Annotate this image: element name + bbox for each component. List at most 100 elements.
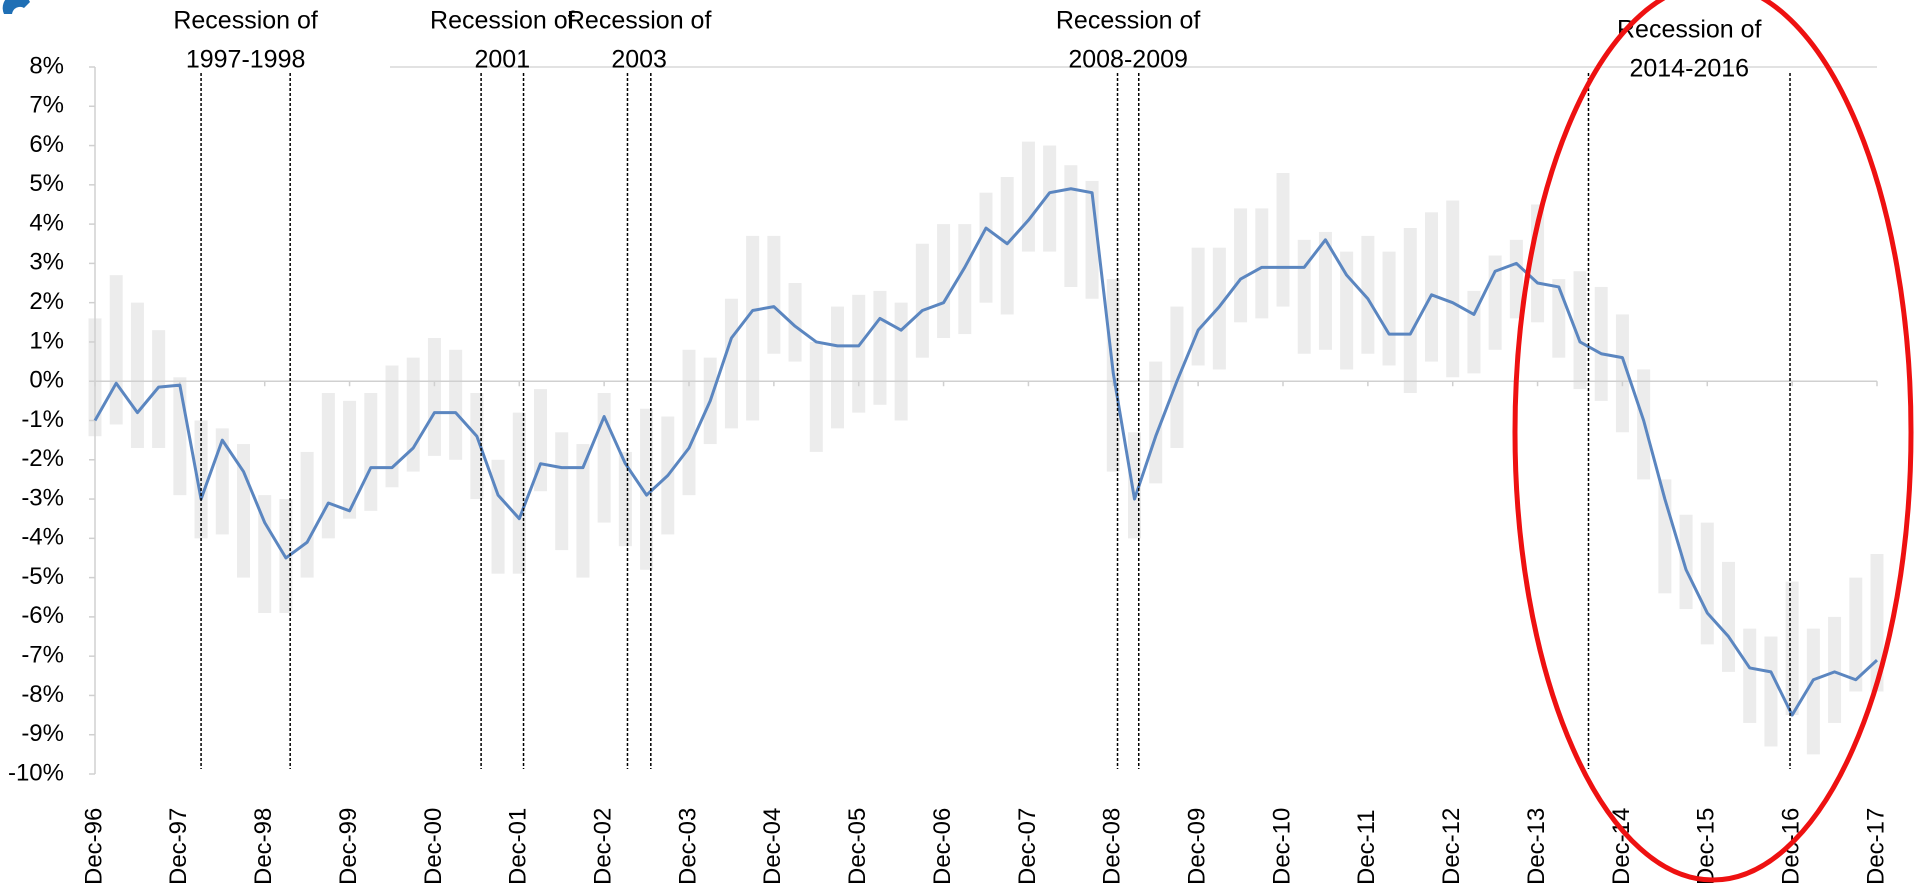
range-bar	[958, 224, 972, 335]
x-tick-label: Dec-08	[1099, 808, 1126, 885]
x-tick-label: Dec-09	[1183, 808, 1210, 885]
range-bar	[1043, 145, 1057, 252]
range-bar	[1806, 628, 1820, 755]
line-layer	[93, 187, 1879, 717]
x-tick-label: Dec-07	[1014, 808, 1041, 885]
range-bar	[1446, 200, 1460, 378]
recession-label: Recession of	[430, 7, 575, 35]
y-tick-label: -9%	[21, 720, 64, 747]
range-bar	[597, 393, 611, 523]
range-bar	[1509, 239, 1523, 319]
range-bar	[109, 275, 123, 425]
x-tick-label: Dec-11	[1353, 809, 1380, 885]
range-bar	[1764, 636, 1778, 747]
range-bars	[88, 141, 1884, 755]
range-bar	[1849, 577, 1863, 692]
range-bar	[385, 365, 399, 488]
range-bar	[491, 459, 505, 574]
range-bar	[1403, 228, 1417, 394]
range-bar	[1594, 286, 1608, 401]
x-tick-label: Dec-15	[1693, 808, 1720, 885]
range-bar	[767, 235, 781, 354]
range-bar	[1128, 432, 1141, 539]
x-tick-label: Dec-03	[674, 808, 701, 885]
range-bar	[724, 298, 738, 429]
x-tick-label: Dec-06	[929, 808, 956, 885]
range-bar	[512, 412, 526, 574]
recession-label: Recession of	[1056, 7, 1201, 35]
range-bar	[852, 294, 866, 413]
y-tick-label: 8%	[29, 52, 64, 79]
range-bar	[1679, 514, 1693, 610]
range-bar	[1743, 628, 1757, 723]
range-bar	[173, 377, 187, 496]
x-tick-label: Dec-98	[250, 808, 277, 885]
x-tick-label: Dec-00	[420, 808, 447, 885]
x-tick-label: Dec-12	[1438, 808, 1465, 885]
recession-label: Recession of	[567, 7, 712, 35]
range-bar	[979, 192, 993, 303]
series-line	[93, 187, 1879, 717]
x-tick-label: Dec-96	[80, 808, 107, 885]
range-bar	[831, 306, 844, 429]
y-tick-label: -2%	[21, 445, 64, 472]
y-tick-label: -1%	[21, 406, 64, 433]
y-tick-label: 2%	[29, 288, 64, 315]
y-tick-label: 0%	[29, 367, 64, 394]
y-tick-label: 5%	[29, 170, 64, 197]
y-tick-label: -7%	[21, 642, 64, 669]
range-bar	[618, 451, 632, 547]
range-bar	[1361, 235, 1375, 354]
range-bar	[343, 400, 357, 519]
x-tick-label: Dec-13	[1523, 808, 1550, 885]
y-tick-label: 3%	[29, 249, 64, 276]
recession-label: 2001	[475, 46, 531, 74]
y-tick-label: 7%	[29, 92, 64, 119]
x-tick-label: Dec-97	[165, 808, 192, 885]
range-bar	[364, 393, 378, 511]
range-bar	[937, 224, 951, 339]
range-bar	[1297, 239, 1311, 354]
range-bar	[1000, 176, 1014, 315]
range-bar	[746, 235, 760, 421]
range-bar	[300, 451, 314, 578]
range-bar	[1064, 165, 1078, 287]
x-tick-label: Dec-10	[1268, 808, 1295, 885]
range-bar	[1382, 251, 1396, 366]
x-tick-label: Dec-02	[589, 808, 616, 885]
y-tick-label: -4%	[21, 524, 64, 551]
range-bar	[1615, 314, 1629, 433]
range-bar	[1828, 616, 1842, 723]
range-bar	[1191, 247, 1205, 366]
range-bar	[1276, 173, 1290, 307]
y-tick-label: 4%	[29, 209, 64, 236]
x-tick-label: Dec-04	[759, 808, 786, 885]
recession-label: Recession of	[1617, 16, 1762, 44]
range-bar	[1170, 306, 1184, 448]
range-bar	[427, 338, 441, 456]
range-bar	[640, 408, 654, 570]
range-bar	[1234, 208, 1248, 323]
range-bar	[130, 302, 144, 448]
range-bar	[788, 283, 802, 362]
y-tick-label: -5%	[21, 563, 64, 590]
y-tick-label: -6%	[21, 602, 64, 629]
x-tick-label: Dec-99	[335, 808, 362, 885]
range-bar	[1425, 212, 1438, 362]
x-tick-label: Dec-17	[1862, 808, 1889, 885]
range-bar	[1021, 141, 1035, 252]
logo-fragment	[2, 0, 30, 14]
y-tick-label: 1%	[29, 327, 64, 354]
recession-label: 2008-2009	[1068, 46, 1188, 74]
x-tick-label: Dec-05	[844, 808, 871, 885]
range-bar	[809, 341, 823, 452]
highlight-ellipse	[1512, 0, 1914, 883]
range-bar	[915, 243, 929, 358]
range-bar	[1149, 361, 1163, 484]
range-bar	[1340, 251, 1354, 370]
range-bar	[1573, 271, 1587, 390]
range-bar	[1870, 554, 1884, 692]
range-bar	[576, 444, 590, 578]
range-bar	[1785, 581, 1799, 716]
